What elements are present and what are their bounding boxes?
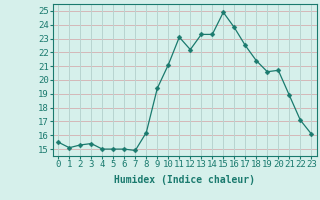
X-axis label: Humidex (Indice chaleur): Humidex (Indice chaleur) [114,175,255,185]
